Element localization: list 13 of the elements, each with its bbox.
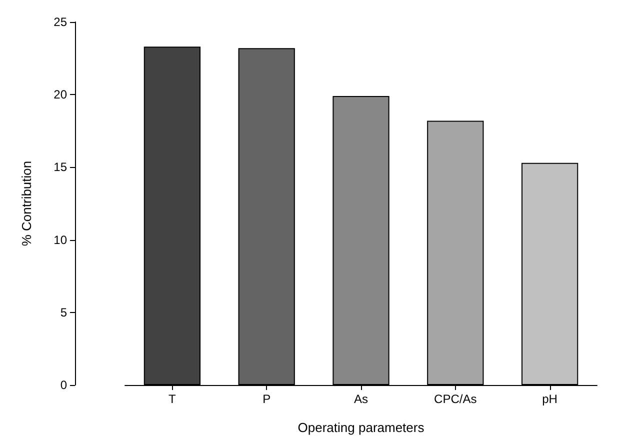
x-tick-label: CPC/As [434,392,477,406]
x-tick-label: As [354,392,368,406]
y-tick-label: 10 [54,232,68,247]
x-tick-label: pH [542,392,558,406]
y-tick-label: 20 [54,88,68,102]
y-axis-title: % Contribution [19,160,34,246]
y-tick-label: 5 [60,305,68,320]
y-tick-label: 0 [60,378,68,392]
y-tick-label: 25 [54,15,68,29]
x-axis-title: Operating parameters [298,420,425,435]
x-tick-label: P [262,392,271,406]
y-tick-label: 15 [54,160,68,174]
x-tick-label: T [168,392,177,406]
